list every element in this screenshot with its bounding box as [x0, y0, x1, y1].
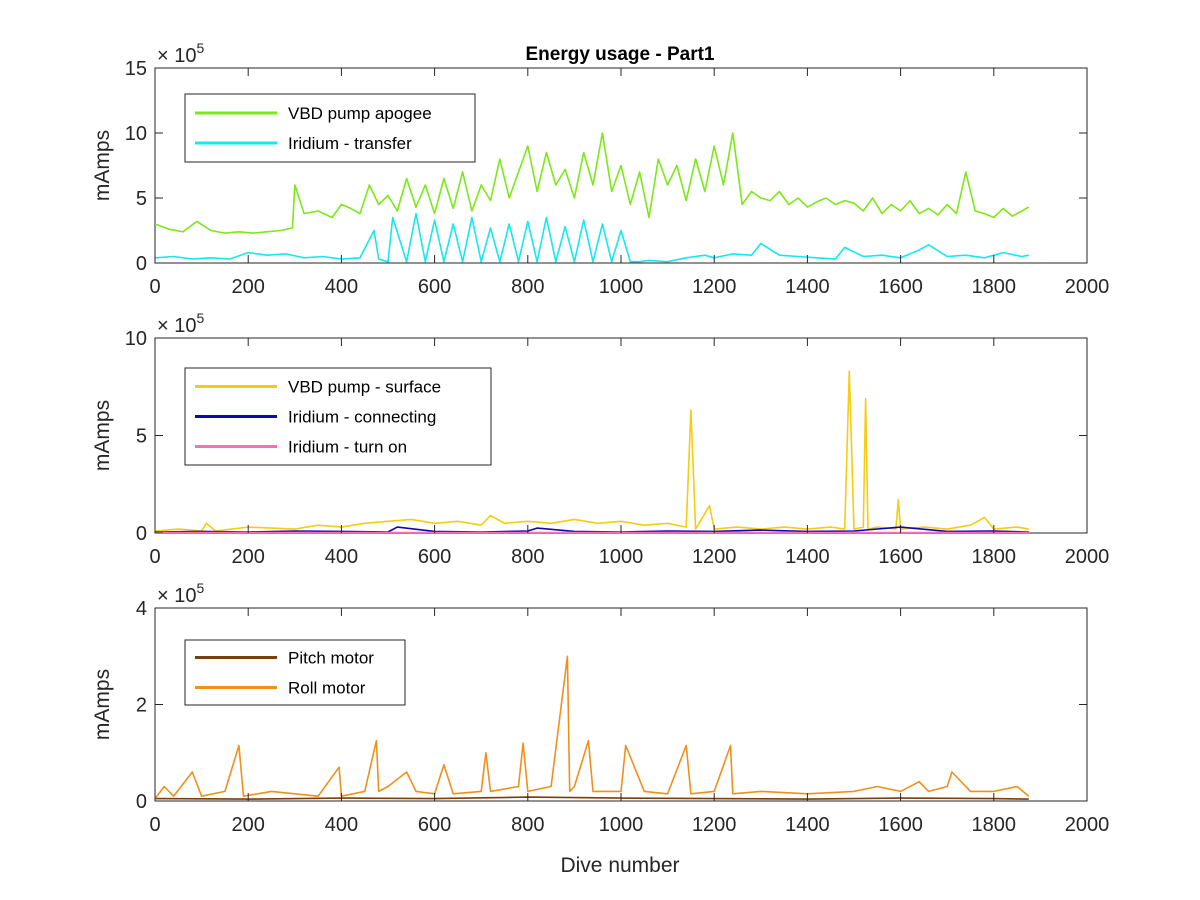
legend-entry: Roll motor — [288, 679, 366, 698]
y-exponent-label: × 105 — [157, 40, 204, 67]
series-group — [155, 132, 1030, 263]
series-line-2 — [155, 212, 1029, 263]
legend: VBD pump - surface Iridium - connecting Ir… — [184, 367, 492, 466]
y-tick-label: 2 — [136, 695, 147, 717]
y-exponent-value: 5 — [196, 310, 204, 326]
legend-entry: Pitch motor — [288, 649, 374, 668]
x-tick-label: 1400 — [785, 546, 830, 568]
y-tick-label: 0 — [136, 523, 147, 545]
series-line-2 — [155, 655, 1030, 800]
series-line-1 — [155, 132, 1030, 234]
y-tick-label: 15 — [125, 58, 147, 80]
x-tick-label: 1600 — [878, 276, 923, 298]
y-axis-label: mAmps — [91, 130, 114, 201]
legend-entry: VBD pump - surface — [288, 378, 441, 397]
x-tick-label: 2000 — [1065, 546, 1110, 568]
x-tick-label: 200 — [232, 276, 265, 298]
x-axis-label: Dive number — [560, 854, 679, 877]
series-line-2 — [155, 526, 1029, 533]
x-tick-label: 0 — [149, 546, 160, 568]
y-tick-label: 0 — [136, 253, 147, 275]
x-tick-label: 1400 — [785, 814, 830, 836]
y-exponent-value: 5 — [196, 580, 204, 596]
x-tick-label: 0 — [149, 814, 160, 836]
x-tick-label: 600 — [418, 276, 451, 298]
x-tick-label: 1800 — [972, 276, 1017, 298]
y-tick-label: 5 — [136, 426, 147, 448]
x-tick-label: 400 — [325, 814, 358, 836]
x-tick-label: 1200 — [692, 814, 737, 836]
x-tick-label: 200 — [232, 814, 265, 836]
x-tick-label: 1000 — [599, 814, 644, 836]
subplot-1: 0 200 400 600 800 1000 1200 1400 1600 1800 2000 0 5 1… — [91, 40, 1109, 298]
x-tick-label: 1600 — [878, 814, 923, 836]
y-tick-label: 5 — [136, 188, 147, 210]
subplot-2: 0 200 400 600 800 1000 1200 1400 1600 1800 2000 0 5 1… — [91, 310, 1109, 568]
x-tick-label: 1400 — [785, 276, 830, 298]
x-tick-label: 400 — [325, 546, 358, 568]
x-tick-label: 0 — [149, 276, 160, 298]
legend-entry: Iridium - turn on — [288, 438, 407, 457]
x-tick-label: 1200 — [692, 276, 737, 298]
series-group — [155, 370, 1029, 533]
x-tick-label: 1800 — [972, 546, 1017, 568]
legend: VBD pump apogee Iridium - transfer — [184, 93, 476, 163]
x-tick-label: 1200 — [692, 546, 737, 568]
x-tick-label: 2000 — [1065, 276, 1110, 298]
x-tick-label: 400 — [325, 276, 358, 298]
x-tick-label: 800 — [511, 814, 544, 836]
x-tick-label: 800 — [511, 546, 544, 568]
x-tick-label: 1000 — [599, 546, 644, 568]
subplot-3: 0 200 400 600 800 1000 1200 1400 1600 1800 2000 0 2 4… — [91, 580, 1109, 836]
y-axis-label: mAmps — [91, 400, 114, 471]
legend-entry: VBD pump apogee — [288, 104, 432, 123]
y-exponent-label: × 105 — [157, 580, 204, 607]
y-tick-label: 4 — [136, 598, 147, 620]
legend: Pitch motor Roll motor — [184, 639, 406, 706]
x-tick-label: 200 — [232, 546, 265, 568]
x-tick-label: 600 — [418, 546, 451, 568]
legend-box — [184, 93, 476, 163]
legend-entry: Iridium - transfer — [288, 134, 412, 153]
figure-title: Energy usage - Part1 — [525, 44, 714, 65]
x-tick-label: 1800 — [972, 814, 1017, 836]
x-tick-label: 1000 — [599, 276, 644, 298]
x-tick-label: 2000 — [1065, 814, 1110, 836]
subplot-panels: 0 200 400 600 800 1000 1200 1400 1600 1800 2000051… — [91, 40, 1109, 836]
series-line-1 — [155, 370, 1029, 532]
x-tick-label: 600 — [418, 814, 451, 836]
x-tick-label: 800 — [511, 276, 544, 298]
y-exponent-label: × 105 — [157, 310, 204, 337]
legend-box — [184, 639, 406, 706]
y-axis-label: mAmps — [91, 669, 114, 740]
y-tick-label: 0 — [136, 791, 147, 813]
legend-entry: Iridium - connecting — [288, 408, 436, 427]
x-tick-label: 1600 — [878, 546, 923, 568]
y-exponent-value: 5 — [196, 40, 204, 56]
y-tick-label: 10 — [125, 123, 147, 145]
y-tick-label: 10 — [125, 328, 147, 350]
